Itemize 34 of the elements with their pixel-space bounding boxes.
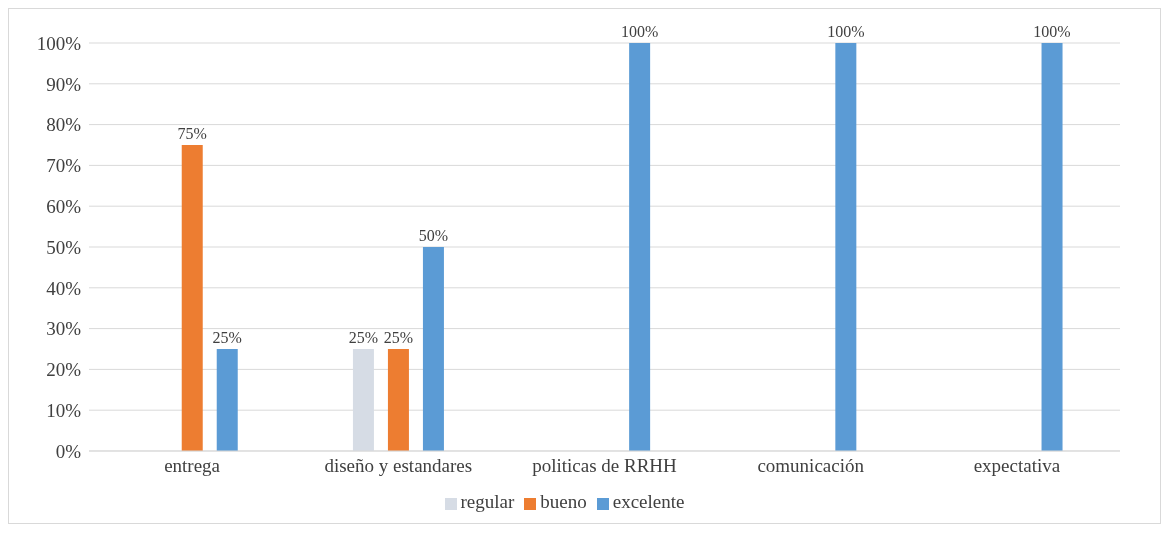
y-tick-label: 70% (46, 155, 82, 177)
data-label: 25% (383, 329, 414, 346)
y-tick-label: 90% (46, 73, 82, 95)
y-tick-label: 80% (46, 114, 82, 136)
y-tick-label: 100% (36, 32, 82, 54)
data-label: 100% (1033, 23, 1071, 40)
data-label: 100% (827, 23, 865, 40)
data-label: 50% (418, 227, 449, 244)
bar (1041, 43, 1063, 451)
data-label: 75% (177, 125, 207, 142)
y-tick-label: 40% (46, 277, 82, 299)
x-tick-label: expectativa (973, 455, 1061, 477)
legend-label: regular (460, 491, 515, 512)
bar (181, 145, 203, 451)
x-tick-label: comunicación (757, 455, 865, 477)
bar (629, 43, 651, 451)
x-tick-label: entrega (164, 455, 221, 477)
y-tick-label: 10% (46, 399, 82, 421)
x-tick-label: diseño y estandares (324, 455, 473, 477)
bar (216, 349, 238, 451)
data-label: 25% (348, 329, 379, 346)
bar (387, 349, 409, 451)
data-label: 100% (620, 23, 659, 40)
y-tick-label: 0% (55, 440, 82, 462)
y-tick-label: 20% (46, 359, 82, 381)
y-tick-label: 60% (46, 195, 82, 217)
y-tick-label: 50% (46, 236, 82, 258)
bar (422, 247, 444, 451)
y-tick-label: 30% (46, 318, 82, 340)
data-label: 25% (212, 329, 242, 346)
legend-label: bueno (540, 491, 587, 512)
legend-label: excelente (612, 491, 685, 512)
x-tick-label: politicas de RRHH (532, 455, 678, 477)
bar (835, 43, 857, 451)
